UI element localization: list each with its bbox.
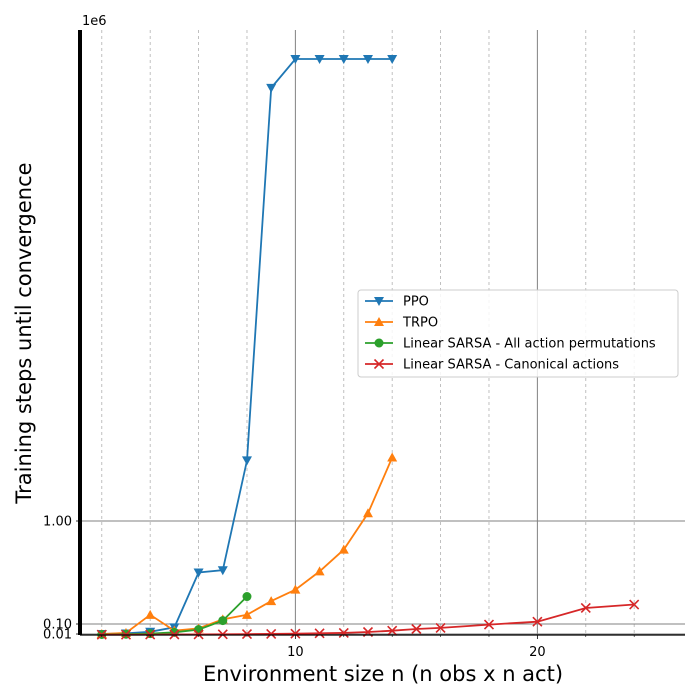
data-point bbox=[217, 629, 228, 640]
legend-item: PPO bbox=[365, 295, 429, 310]
legend-marker bbox=[373, 358, 385, 370]
legend-marker bbox=[374, 338, 384, 348]
data-point bbox=[314, 55, 325, 64]
data-point bbox=[411, 623, 422, 635]
legend-label: TRPO bbox=[402, 316, 438, 331]
data-point bbox=[387, 625, 398, 636]
legend-label: Linear SARSA - Canonical actions bbox=[403, 358, 619, 373]
y-tick-label: 0.10 bbox=[43, 618, 72, 633]
y-offset-text: 1e6 bbox=[82, 14, 107, 29]
y-axis-title: Training steps until convergence bbox=[12, 162, 36, 504]
data-point bbox=[338, 627, 349, 638]
axes-layer bbox=[78, 30, 685, 636]
data-point bbox=[580, 602, 591, 614]
series-layer bbox=[96, 55, 640, 640]
data-point bbox=[290, 584, 301, 594]
data-point bbox=[532, 616, 543, 627]
y-tick-label: 0.01 bbox=[43, 628, 72, 643]
data-point bbox=[241, 456, 252, 466]
data-point bbox=[629, 599, 640, 610]
data-point bbox=[194, 625, 204, 635]
data-point bbox=[362, 55, 373, 64]
data-point bbox=[387, 452, 398, 462]
data-point bbox=[266, 628, 277, 639]
legend-label: PPO bbox=[403, 295, 429, 310]
data-point bbox=[266, 83, 277, 93]
data-point bbox=[387, 55, 398, 64]
data-point bbox=[483, 619, 495, 630]
legend-frame bbox=[357, 289, 679, 378]
data-point bbox=[290, 55, 301, 64]
data-point bbox=[435, 622, 446, 633]
data-point bbox=[193, 568, 204, 578]
legend-marker bbox=[374, 297, 384, 306]
legend: PPO TRPO Linear SARSA - All action permuta… bbox=[357, 289, 679, 378]
tick-layer: 10 20 0.010.10 1.00 bbox=[43, 515, 635, 660]
data-point bbox=[290, 628, 301, 639]
data-point bbox=[242, 592, 252, 602]
x-axis-title: Environment size n (n obs x n act) bbox=[203, 662, 563, 686]
data-point bbox=[217, 566, 228, 576]
legend-item: Linear SARSA - All action permutations bbox=[365, 337, 656, 352]
legend-item: TRPO bbox=[365, 316, 438, 331]
data-point bbox=[338, 544, 349, 554]
data-point bbox=[266, 596, 277, 606]
legend-marker bbox=[374, 317, 384, 326]
legend-label: Linear SARSA - All action permutations bbox=[403, 337, 656, 352]
data-point bbox=[145, 609, 156, 619]
legend-item: Linear SARSA - Canonical actions bbox=[365, 358, 619, 373]
data-point bbox=[241, 629, 253, 640]
x-tick-label: 20 bbox=[529, 645, 546, 660]
data-point bbox=[218, 616, 228, 626]
data-point bbox=[338, 55, 349, 64]
data-point bbox=[241, 609, 252, 619]
data-point bbox=[314, 566, 325, 576]
y-tick-label: 1.00 bbox=[43, 515, 72, 530]
x-tick-label: 10 bbox=[287, 645, 304, 660]
data-point bbox=[314, 628, 325, 639]
data-point bbox=[362, 508, 373, 518]
